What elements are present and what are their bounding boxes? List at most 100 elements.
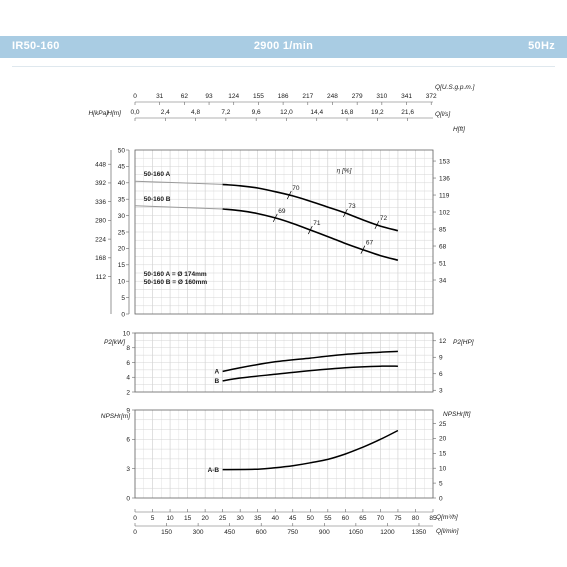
m3h-tick-label: 40: [272, 515, 280, 522]
m3h-tick-label: 60: [342, 515, 350, 522]
hft-tick-label: 68: [439, 243, 447, 250]
npshft-tick-label: 15: [439, 451, 447, 458]
hft-unit: H[ft]: [453, 126, 465, 133]
hm-tick-label: 10: [118, 279, 126, 286]
gpm-unit: Q[U.S.g.p.m.]: [435, 84, 475, 91]
header-bar: [0, 36, 567, 58]
m3h-tick-label: 5: [151, 515, 155, 522]
m3h-tick-label: 10: [166, 515, 174, 522]
npshft-unit: NPSHr[ft]: [443, 411, 471, 418]
m3h-tick-label: 75: [394, 515, 402, 522]
ls-tick-label: 16,8: [341, 109, 354, 116]
gpm-tick-label: 124: [228, 93, 239, 100]
head-curve-a: [222, 183, 399, 232]
ls-tick-label: 21,6: [401, 109, 414, 116]
efficiency-mark: [286, 190, 292, 200]
m3h-tick-label: 20: [202, 515, 210, 522]
speed-title: 2900 1/min: [253, 40, 314, 52]
ls-tick-label: 14,4: [310, 109, 323, 116]
m3h-tick-label: 65: [359, 515, 367, 522]
hm-tick-label: 45: [118, 164, 126, 171]
power-series-label: A: [214, 369, 219, 376]
efficiency-label: 70: [292, 185, 300, 192]
hft-tick-label: 34: [439, 277, 447, 284]
p2kw-tick-label: 6: [126, 360, 130, 367]
lmin-tick-label: 1200: [380, 529, 395, 536]
efficiency-mark: [374, 220, 380, 230]
npshft-tick-label: 25: [439, 421, 447, 428]
gpm-tick-label: 310: [376, 93, 387, 100]
gpm-tick-label: 217: [302, 93, 313, 100]
m3h-tick-label: 70: [377, 515, 385, 522]
efficiency-label: 67: [366, 240, 374, 247]
hm-tick-label: 40: [118, 180, 126, 187]
npshm-tick-label: 6: [126, 437, 130, 444]
lmin-tick-label: 1350: [412, 529, 427, 536]
power-curve-b: [222, 365, 398, 382]
lmin-tick-label: 1050: [349, 529, 364, 536]
ls-unit: Q[l/s]: [435, 111, 450, 118]
hm-tick-label: 50: [118, 147, 126, 154]
hkpa-tick-label: 280: [95, 218, 106, 225]
diameter-legend-line: 50-160 A = Ø 174mm: [144, 271, 207, 278]
m3h-tick-label: 30: [237, 515, 245, 522]
ls-tick-label: 0,0: [130, 109, 139, 116]
hft-tick-label: 136: [439, 175, 450, 182]
p2kw-tick-label: 10: [123, 330, 131, 337]
lmin-tick-label: 600: [256, 529, 267, 536]
hm-tick-label: 35: [118, 197, 126, 204]
eta-label: η [%]: [337, 167, 352, 174]
gpm-tick-label: 186: [278, 93, 289, 100]
ls-tick-label: 9,6: [252, 109, 261, 116]
hft-tick-label: 119: [439, 192, 450, 199]
ls-tick-label: 4,8: [191, 109, 200, 116]
model-title: IR50-160: [12, 40, 60, 52]
lmin-tick-label: 150: [161, 529, 172, 536]
p2hp-tick-label: 9: [439, 355, 443, 362]
efficiency-label: 69: [278, 208, 286, 215]
lmin-tick-label: 0: [133, 529, 137, 536]
npshm-tick-label: 0: [126, 495, 130, 502]
ls-tick-label: 2,4: [161, 109, 170, 116]
lmin-unit: Q[l/min]: [436, 528, 459, 535]
power-series-label: B: [214, 378, 219, 385]
hkpa-unit: H[kPa]: [88, 110, 108, 117]
hkpa-tick-label: 224: [95, 236, 106, 243]
npshm-tick-label: 3: [126, 466, 130, 473]
hm-tick-label: 15: [118, 262, 126, 269]
npshft-tick-label: 20: [439, 436, 447, 443]
frequency-title: 50Hz: [528, 40, 555, 52]
lmin-tick-label: 300: [193, 529, 204, 536]
gpm-tick-label: 0: [133, 93, 137, 100]
gpm-tick-label: 155: [253, 93, 264, 100]
p2kw-tick-label: 2: [126, 389, 130, 396]
p2hp-tick-label: 3: [439, 388, 443, 395]
gpm-tick-label: 93: [205, 93, 213, 100]
series-label-b: 50-160 B: [144, 196, 171, 203]
m3h-tick-label: 80: [412, 515, 420, 522]
p2hp-tick-label: 12: [439, 338, 447, 345]
npsh-frame: [134, 409, 434, 499]
lmin-tick-label: 900: [319, 529, 330, 536]
hkpa-tick-label: 112: [96, 274, 107, 281]
hkpa-tick-label: 168: [95, 255, 106, 262]
header-rule: [12, 66, 555, 67]
m3h-tick-label: 0: [133, 515, 137, 522]
head-frame: [134, 149, 434, 315]
efficiency-label: 72: [380, 215, 388, 222]
hm-tick-label: 5: [121, 295, 125, 302]
hft-tick-label: 51: [439, 260, 447, 267]
npshm-tick-label: 9: [126, 407, 130, 414]
efficiency-mark: [360, 245, 366, 254]
m3h-tick-label: 55: [324, 515, 332, 522]
hft-tick-label: 85: [439, 226, 447, 233]
m3h-tick-label: 85: [429, 515, 437, 522]
npshft-tick-label: 5: [439, 480, 443, 487]
hm-tick-label: 25: [118, 229, 126, 236]
head-curve-b-shutoff: [134, 205, 223, 210]
m3h-tick-label: 15: [184, 515, 192, 522]
npshm-unit: NPSHr[m]: [101, 413, 130, 420]
hkpa-tick-label: 392: [95, 180, 106, 187]
ls-tick-label: 12,0: [280, 109, 293, 116]
hkpa-tick-label: 336: [95, 199, 106, 206]
